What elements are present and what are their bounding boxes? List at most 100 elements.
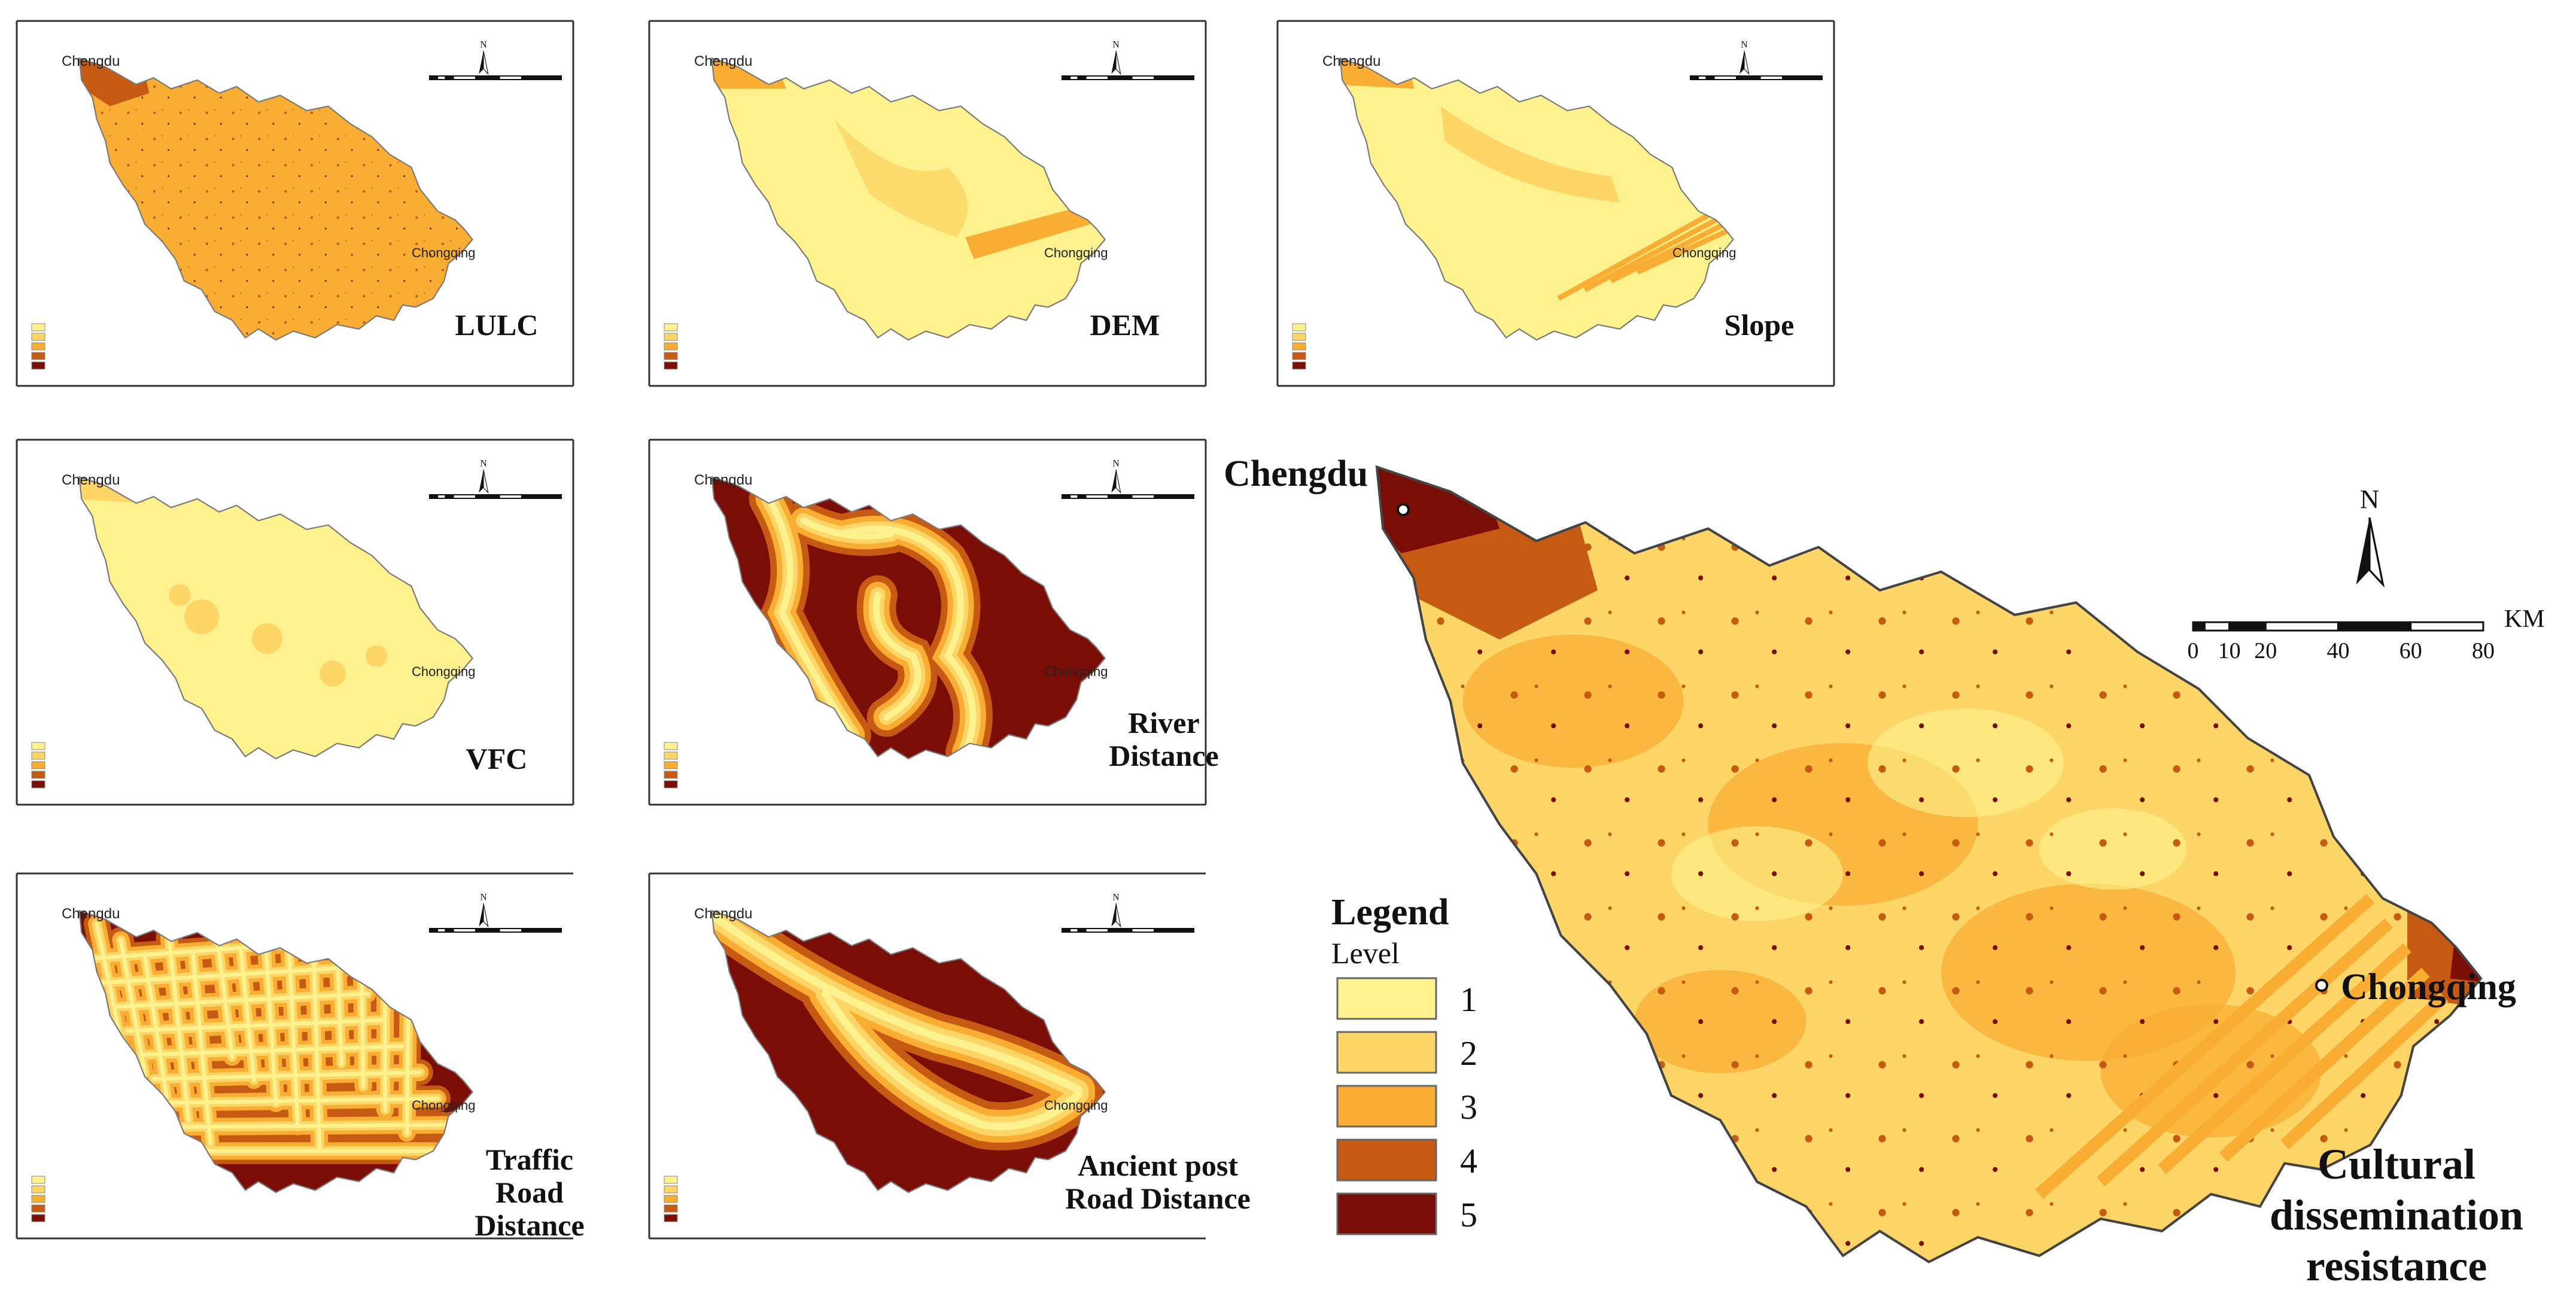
mini-legend-swatch <box>664 1214 678 1222</box>
mini-legend-swatch <box>664 1176 678 1184</box>
scale-bar <box>429 494 562 499</box>
scale-tick-label: 40 <box>2327 638 2350 663</box>
north-arrow-icon: N <box>479 893 489 928</box>
mini-legend-swatch <box>664 1195 678 1203</box>
legend-swatch-level-4 <box>1336 1139 1437 1182</box>
scale-bar <box>429 928 562 933</box>
mini-legend-swatch <box>31 751 45 760</box>
mini-legend-swatch <box>664 352 678 360</box>
legend-label-level-3: 3 <box>1460 1088 1477 1127</box>
chengdu-label: Chengdu <box>62 906 120 922</box>
scale-bar <box>1062 494 1194 499</box>
mini-legend-swatch <box>1292 361 1306 370</box>
north-arrow-icon: N <box>1111 459 1121 494</box>
chengdu-marker-icon <box>1397 503 1410 516</box>
legend-swatch-level-5 <box>1336 1192 1437 1235</box>
chengdu-label: Chengdu <box>62 53 120 69</box>
mini-legend-swatch <box>664 342 678 351</box>
chengdu-label: Chengdu <box>694 53 752 69</box>
chongqing-marker-icon <box>2315 979 2328 992</box>
legend-title: Legend <box>1331 892 1449 933</box>
scale-tick-label: 60 <box>2399 638 2422 663</box>
north-label: N <box>480 40 486 50</box>
chongqing-label: Chongqing <box>1044 245 1108 260</box>
panel-lulc-map <box>78 57 473 341</box>
panel-dem-map <box>711 57 1106 341</box>
mini-legend-swatch <box>1292 342 1306 351</box>
scale-bar <box>1062 75 1194 80</box>
chongqing-label: Chongqing <box>412 1098 475 1113</box>
legend-swatch-level-2 <box>1336 1031 1437 1074</box>
panel-vfc: Chengdu Chongqing N VFC <box>16 439 574 806</box>
chengdu-label: Chengdu <box>694 906 752 922</box>
main-map-title: Cultural <box>2318 1140 2475 1188</box>
scale-tick-label: 0 <box>2188 638 2199 663</box>
chengdu-label: Chengdu <box>62 472 120 488</box>
mini-legend-swatch <box>31 333 45 341</box>
mini-legend-swatch <box>664 742 678 750</box>
chongqing-label: Chongqing <box>1672 245 1736 260</box>
legend-subtitle: Level <box>1331 936 1400 970</box>
panel-river-map <box>711 476 1106 760</box>
scale-unit-label: KM <box>2504 605 2545 633</box>
north-label: N <box>1112 893 1119 903</box>
panel-slope-title: Slope <box>1725 308 1795 342</box>
chongqing-label: Chongqing <box>1044 1098 1108 1113</box>
mini-legend-swatch <box>664 1185 678 1194</box>
mini-legend-swatch <box>664 780 678 789</box>
panel-dem: Chengdu Chongqing N DEM <box>648 20 1207 387</box>
panel-dem-title: DEM <box>1090 308 1160 342</box>
panel-vfc-title: VFC <box>466 742 528 775</box>
mini-legend-swatch <box>31 742 45 750</box>
mini-legend-swatch <box>664 323 678 331</box>
panel-ancient-map <box>711 910 1106 1194</box>
mini-legend-swatch <box>1292 333 1306 341</box>
panel-traffic-title: Traffic <box>486 1143 573 1176</box>
mini-legend-swatch <box>31 761 45 769</box>
mini-legend-swatch <box>31 1185 45 1194</box>
mini-legend-swatch <box>664 333 678 341</box>
north-arrow-icon: N <box>2356 484 2385 588</box>
mini-legend-swatch <box>664 761 678 769</box>
mini-legend-swatch <box>31 771 45 779</box>
main-map-title: resistance <box>2306 1242 2487 1290</box>
scale-bar <box>1690 75 1823 80</box>
chongqing-label: Chongqing <box>412 664 475 679</box>
mini-legend-swatch <box>31 1204 45 1213</box>
north-label: N <box>2360 484 2379 514</box>
panel-slope: Chengdu Chongqing N Slope <box>1276 20 1835 387</box>
mini-legend-swatch <box>31 1176 45 1184</box>
north-label: N <box>1112 459 1119 469</box>
mini-legend-swatch <box>1292 323 1306 331</box>
north-label: N <box>480 893 486 903</box>
north-label: N <box>1741 40 1747 50</box>
panel-river-title: River <box>1128 706 1199 739</box>
chengdu-label: Chengdu <box>694 472 752 488</box>
panel-ancient-title: Road Distance <box>1065 1182 1251 1215</box>
chongqing-label: Chongqing <box>1044 664 1108 679</box>
legend-label-level-2: 2 <box>1460 1034 1477 1073</box>
chongqing-label: Chongqing <box>412 245 475 260</box>
mini-legend-swatch <box>31 352 45 360</box>
legend-label-level-5: 5 <box>1460 1195 1477 1234</box>
mini-legend-swatch <box>664 361 678 370</box>
north-label: N <box>480 459 486 469</box>
mini-legend-swatch <box>664 751 678 760</box>
north-arrow-icon: N <box>1739 40 1750 75</box>
mini-legend-swatch <box>664 1204 678 1213</box>
legend-label-level-1: 1 <box>1460 980 1477 1019</box>
panel-slope-map <box>1339 57 1734 341</box>
scale-bar <box>1062 928 1194 933</box>
north-arrow-icon: N <box>479 40 489 75</box>
panel-river-title: Distance <box>1109 739 1218 772</box>
scale-bar <box>429 75 562 80</box>
mini-legend-swatch <box>31 323 45 331</box>
panel-lulc-title: LULC <box>455 308 539 342</box>
mini-legend-swatch <box>31 1214 45 1222</box>
north-label: N <box>1112 40 1119 50</box>
north-arrow-icon: N <box>479 459 489 494</box>
